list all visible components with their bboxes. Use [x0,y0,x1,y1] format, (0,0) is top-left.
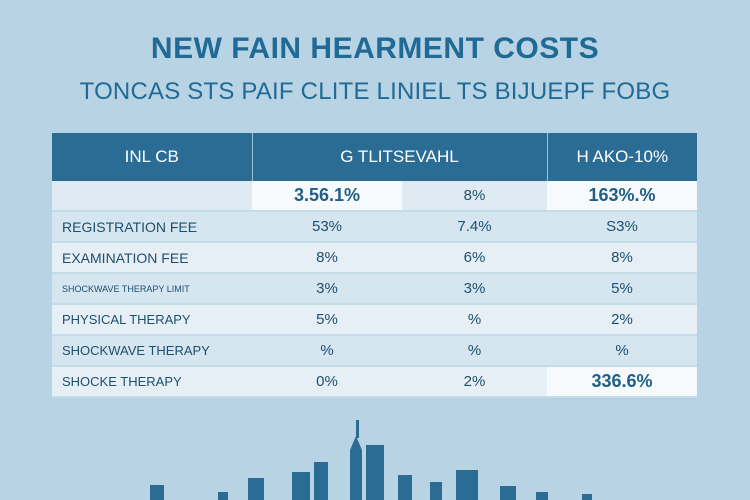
row-label [52,181,252,212]
table-cell: 2% [402,366,548,398]
costs-table: INL CB G TLITSEVAHL H AKO-10% 3.56.1% 8%… [52,133,698,398]
table-cell: 5% [547,273,698,305]
table-cell: 3.56.1% [252,181,402,212]
table-cell: 2% [547,304,698,336]
row-label: REGISTRATION FEE [52,211,252,243]
table-cell: 3% [402,273,548,305]
table-cell: 8% [547,242,698,274]
row-label: SHOCKWAVE THERAPY LIMIT [52,273,252,305]
table-cell: 7.4% [402,211,548,243]
table-cell: 53% [252,211,402,243]
row-label: SHOCKE THERAPY [52,366,252,398]
column-header: G TLITSEVAHL [252,133,548,181]
table-cell: 163%.% [547,181,698,212]
table-cell: % [252,335,402,367]
table-row: SHOCKWAVE THERAPY % % % [52,335,698,367]
table-cell: 3% [252,273,402,305]
table-header-row: INL CB G TLITSEVAHL H AKO-10% [52,133,698,181]
table-cell: 5% [252,304,402,336]
table-cell: 0% [252,366,402,398]
table-row: SHOCKE THERAPY 0% 2% 336.6% [52,366,698,398]
table-row: 3.56.1% 8% 163%.% [52,181,698,212]
row-label: EXAMINATION FEE [52,242,252,274]
table-cell: % [402,304,548,336]
column-header: H AKO-10% [547,133,698,181]
table-cell: % [547,335,698,367]
table-cell: % [402,335,548,367]
table-row: PHYSICAL THERAPY 5% % 2% [52,304,698,336]
table-row: EXAMINATION FEE 8% 6% 8% [52,242,698,274]
table-cell: 8% [402,181,548,212]
column-header: INL CB [52,133,253,181]
table-cell: S3% [547,211,698,243]
table-cell: 336.6% [547,366,698,398]
table-row: SHOCKWAVE THERAPY LIMIT 3% 3% 5% [52,273,698,305]
table-row: REGISTRATION FEE 53% 7.4% S3% [52,211,698,243]
row-label: SHOCKWAVE THERAPY [52,335,252,367]
chart-title: NEW FAIN HEARMENT COSTS [150,32,600,65]
table-cell: 6% [402,242,548,274]
row-label: PHYSICAL THERAPY [52,304,252,336]
chart-subtitle: TONCAS STS PAIF CLITE LINIEL TS BIJUEPF … [79,78,671,105]
table-cell: 8% [252,242,402,274]
